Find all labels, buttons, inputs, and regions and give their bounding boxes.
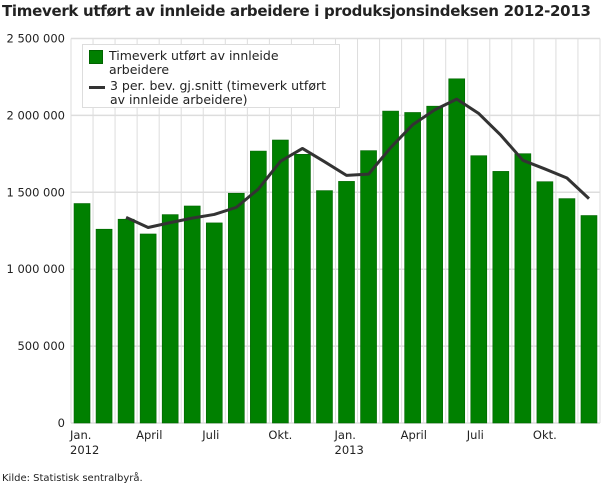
bar (161, 214, 179, 424)
chart-title: Timeverk utført av innleide arbeidere i … (2, 2, 591, 20)
bar (117, 218, 135, 424)
y-tick-label: 0 (58, 416, 65, 430)
x-tick-label: Okt. (268, 428, 292, 442)
bar (514, 153, 532, 424)
bar (294, 154, 311, 424)
bar (470, 155, 488, 424)
bar (426, 105, 443, 424)
bar (404, 112, 421, 424)
y-tick-label: 500 000 (17, 339, 65, 353)
y-tick-label: 1 500 000 (6, 185, 65, 199)
bar (536, 181, 554, 424)
x-tick-year-label: 2013 (335, 443, 364, 457)
bar (250, 150, 267, 424)
legend-label: Timeverk utført av innleide arbeidere (109, 48, 279, 77)
bar (558, 198, 576, 424)
legend-item-bars[interactable]: Timeverk utført av innleide arbeidere (89, 49, 333, 77)
x-tick-label: Juli (201, 428, 219, 442)
line-swatch-icon (89, 86, 105, 89)
y-axis: 0 500 000 1 000 000 1 500 000 2 000 000 2 500… (6, 32, 65, 431)
bar (492, 171, 510, 424)
moving-average-line (125, 97, 591, 230)
bar-series (73, 78, 598, 424)
y-tick-label: 1 000 000 (6, 262, 65, 276)
y-tick-label: 2 500 000 (6, 32, 65, 46)
bar (228, 192, 245, 424)
legend: Timeverk utført av innleide arbeidere 3 … (82, 44, 340, 108)
x-tick-label: Okt. (533, 428, 557, 442)
line-series (125, 97, 591, 230)
bar (73, 203, 91, 424)
x-tick-label: April (136, 428, 162, 442)
x-tick-label: Juli (466, 428, 484, 442)
x-tick-label: Jan. (69, 428, 91, 442)
x-tick-label: Jan. (334, 428, 356, 442)
bar (139, 233, 157, 424)
bar (183, 205, 201, 424)
source-note: Kilde: Statistisk sentralbyrå. (2, 473, 143, 484)
bar-swatch-icon (89, 50, 103, 64)
x-tick-year-label: 2012 (70, 443, 99, 457)
bar (316, 190, 333, 424)
bar (360, 150, 377, 424)
bar (580, 215, 598, 424)
bar (95, 228, 113, 424)
bar (205, 222, 223, 424)
bar (382, 110, 399, 424)
x-tick-label: April (401, 428, 427, 442)
legend-label: 3 per. bev. gj.snitt (timeverk utført av… (110, 78, 327, 107)
legend-item-line[interactable]: 3 per. bev. gj.snitt (timeverk utført av… (89, 79, 333, 107)
bar (338, 181, 355, 424)
bar (272, 139, 289, 424)
y-tick-label: 2 000 000 (6, 108, 65, 122)
bar (448, 78, 466, 424)
